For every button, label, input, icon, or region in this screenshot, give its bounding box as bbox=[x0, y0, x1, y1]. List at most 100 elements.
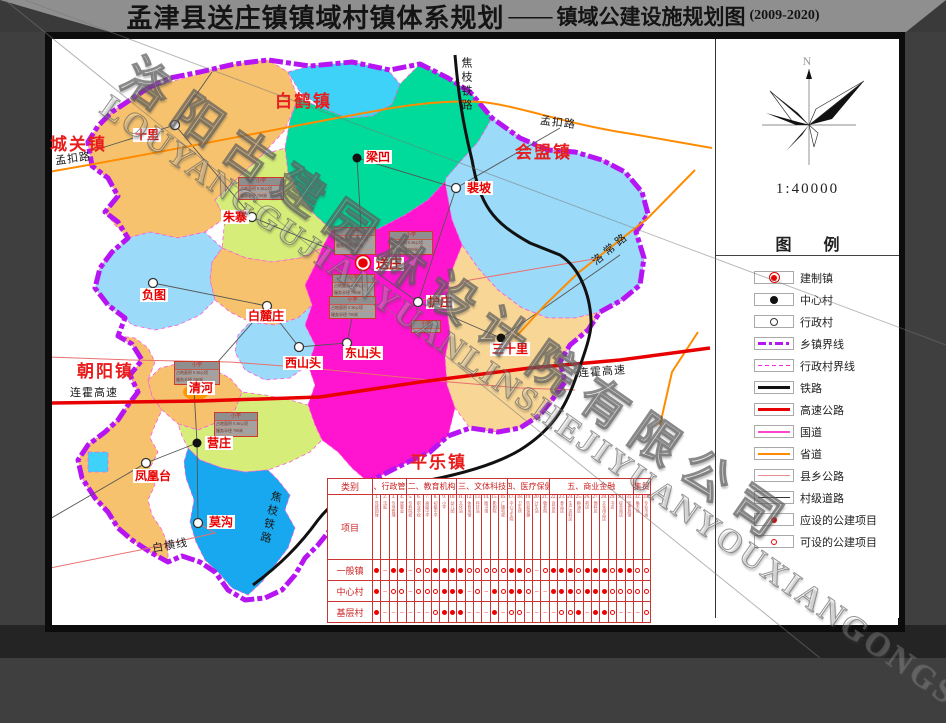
built-town-icon bbox=[768, 272, 780, 283]
village-label-fenghuangtai: 凤凰台 bbox=[133, 469, 174, 483]
legend-item-township-boundary: 乡镇界线 bbox=[754, 337, 844, 351]
town-seat-marker bbox=[354, 254, 372, 272]
village-label-shili: 十里 bbox=[133, 128, 162, 142]
facility-symbol bbox=[458, 609, 464, 615]
facility-symbol bbox=[433, 588, 439, 594]
facility-symbol bbox=[601, 567, 607, 573]
table-symbol-cell: – bbox=[550, 602, 559, 622]
facility-symbol: – bbox=[484, 607, 488, 616]
table-column-header: 24. 生产资料店 bbox=[567, 495, 576, 559]
facility-symbol: – bbox=[543, 586, 547, 595]
facility-symbol: – bbox=[408, 565, 413, 574]
table-symbol-cell bbox=[491, 602, 500, 622]
table-symbol-cell: – bbox=[390, 602, 399, 622]
table-column-header: 9. 小学 bbox=[440, 495, 449, 559]
facility-symbol: – bbox=[534, 565, 539, 574]
table-column-header: 3. 专项管理 bbox=[390, 495, 399, 559]
facility-symbol: – bbox=[585, 607, 590, 616]
table-symbol-cell bbox=[390, 560, 399, 580]
table-symbol-cell bbox=[440, 560, 449, 580]
village-label-zhuzhai: 朱寨 bbox=[221, 210, 250, 224]
table-symbol-cell: – bbox=[407, 560, 416, 580]
info-box: 小学 占地面积 0.36公顷 服务半径 700米 bbox=[214, 412, 258, 437]
table-symbol-cell bbox=[373, 581, 382, 601]
table-symbol-cell bbox=[600, 581, 609, 601]
info-box: 小学 占地面积 0.36公顷 服务半径 700米 bbox=[334, 227, 376, 255]
table-data-row: 中心村 – – – – – – bbox=[328, 581, 650, 602]
legend-item-optional-facility: 可设的公建项目 bbox=[754, 535, 877, 549]
table-group-header: 三、文体科技 bbox=[457, 479, 508, 494]
table-row-label: 基层村 bbox=[328, 602, 373, 622]
table-group-header: 四、医疗保健 bbox=[508, 479, 551, 494]
table-symbol-cell bbox=[626, 560, 635, 580]
facility-symbol: – bbox=[476, 607, 480, 616]
road-label-lianhuo-e: 连霍高速 bbox=[577, 364, 627, 380]
facility-symbol bbox=[450, 588, 455, 594]
legend-item-national-road: 国道 bbox=[754, 425, 822, 439]
legend-divider bbox=[716, 255, 899, 256]
info-box: 小学 bbox=[411, 320, 441, 333]
village-label-futu: 负图 bbox=[140, 288, 169, 302]
table-column-header: 28. 文化用品店 bbox=[600, 495, 609, 559]
table-symbol-cell bbox=[558, 602, 567, 622]
facility-symbol: – bbox=[417, 607, 421, 616]
table-symbol-cell bbox=[626, 581, 635, 601]
facility-symbol bbox=[492, 609, 498, 615]
table-symbol-cell bbox=[600, 560, 609, 580]
title-years: (2009-2020) bbox=[749, 8, 820, 23]
table-column-header: 25. 粮油店 bbox=[575, 495, 584, 559]
expressway-icon bbox=[758, 408, 790, 411]
table-symbol-cell bbox=[499, 560, 508, 580]
facility-symbol bbox=[593, 588, 599, 594]
county-road-icon bbox=[758, 475, 790, 476]
table-symbol-cell: – bbox=[381, 560, 390, 580]
table-symbol-cell: – bbox=[381, 602, 390, 622]
table-symbol-cell: – bbox=[398, 602, 407, 622]
facility-symbol bbox=[635, 588, 641, 594]
table-symbol-cell bbox=[474, 560, 483, 580]
table-symbol-cell bbox=[373, 602, 382, 622]
table-symbol-cell bbox=[617, 560, 626, 580]
legend-item-built-town: 建制镇 bbox=[754, 271, 833, 285]
table-symbol-cell: – bbox=[482, 602, 491, 622]
page-title: 孟津县送庄镇镇域村镇体系规划 bbox=[126, 3, 505, 33]
table-symbol-cell: – bbox=[533, 602, 542, 622]
legend-item-admin-village: 行政村 bbox=[754, 315, 833, 329]
table-symbol-cell bbox=[449, 602, 458, 622]
table-column-header: 16. 广播电视 bbox=[499, 495, 508, 559]
table-row-label: 中心村 bbox=[328, 581, 373, 601]
table-symbol-cell: – bbox=[626, 602, 635, 622]
village-label-peipo: 裴坡 bbox=[465, 181, 494, 195]
table-symbol-cell bbox=[508, 602, 517, 622]
table-column-header: 11. 文化站 bbox=[457, 495, 466, 559]
facility-symbol: – bbox=[391, 607, 396, 616]
legend-item-village-road: 村级道路 bbox=[754, 491, 844, 505]
facility-symbol: – bbox=[467, 586, 472, 595]
legend-item-village-boundary: 行政村界线 bbox=[754, 359, 855, 373]
table-symbol-cell bbox=[424, 560, 432, 580]
table-symbol-cell: – bbox=[584, 602, 592, 622]
table-symbol-cell bbox=[474, 581, 483, 601]
facility-symbol bbox=[458, 567, 464, 573]
table-symbol-cell bbox=[457, 602, 466, 622]
facility-symbol bbox=[567, 588, 573, 594]
table-symbol-cell bbox=[600, 602, 609, 622]
table-symbol-cell bbox=[373, 560, 382, 580]
table-symbol-cell bbox=[609, 560, 618, 580]
facility-symbol bbox=[424, 567, 430, 573]
table-symbol-cell bbox=[584, 581, 592, 601]
table-symbol-cell bbox=[449, 560, 458, 580]
facility-symbol bbox=[466, 567, 472, 573]
table-symbol-cell bbox=[449, 581, 458, 601]
table-symbol-cell bbox=[415, 560, 424, 580]
table-symbol-cell bbox=[567, 560, 576, 580]
legend-header: 图 例 bbox=[775, 237, 854, 254]
table-column-header: 8. 初级中学 bbox=[432, 495, 441, 559]
village-label-dongshantou: 东山头 bbox=[343, 346, 384, 360]
facility-symbol bbox=[610, 567, 616, 573]
table-symbol-cell: – bbox=[407, 581, 416, 601]
facility-symbol bbox=[441, 609, 447, 615]
facility-symbol bbox=[626, 567, 632, 573]
facility-symbol: – bbox=[408, 607, 413, 616]
